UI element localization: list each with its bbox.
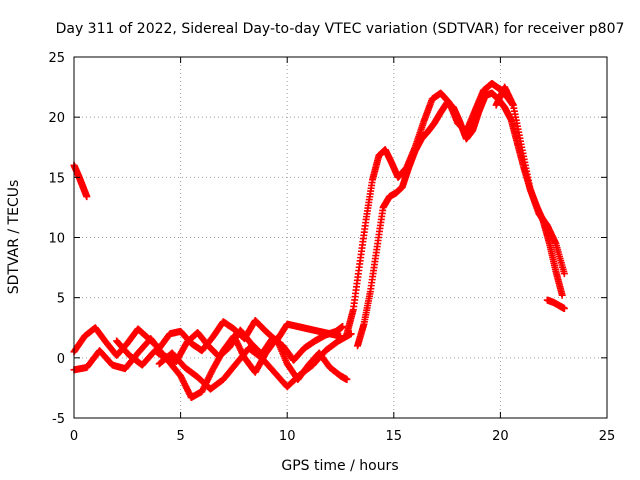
x-tick-label: 10 (279, 429, 296, 444)
x-tick-label: 25 (599, 429, 616, 444)
y-tick-label: -5 (52, 412, 65, 427)
x-tick-label: 0 (70, 429, 78, 444)
y-tick-label: 5 (57, 292, 65, 307)
series-track-g (354, 89, 566, 350)
grid (74, 57, 607, 418)
data-point (560, 270, 568, 278)
y-tick-label: 10 (48, 232, 65, 247)
series-track-i (543, 296, 568, 312)
x-tick-label: 15 (386, 429, 403, 444)
x-tick-labels: 0 5 10 15 20 25 (70, 429, 615, 444)
x-tick-label: 5 (176, 429, 184, 444)
y-axis-label: SDTVAR / TECUs (6, 180, 22, 295)
data-series (70, 79, 568, 402)
x-axis-label: GPS time / hours (281, 458, 398, 474)
series-track-h (492, 83, 568, 278)
series-track-e (155, 330, 355, 393)
plot-frame (73, 56, 608, 419)
data-point (339, 323, 347, 331)
series-track-b (70, 317, 344, 359)
series-track-a (70, 161, 91, 201)
chart-title: Day 311 of 2022, Sidereal Day-to-day VTE… (56, 21, 625, 37)
data-point (560, 304, 568, 312)
data-point (558, 291, 566, 299)
y-tick-label: 25 (48, 51, 65, 66)
y-tick-label: 20 (48, 111, 65, 126)
data-point (83, 193, 91, 201)
y-tick-labels: -5 0 5 10 15 20 25 (48, 51, 65, 427)
x-tick-label: 20 (492, 429, 509, 444)
y-tick-label: 0 (57, 352, 65, 367)
y-tick-label: 15 (48, 171, 65, 186)
axis-ticks (73, 56, 608, 419)
data-point (343, 375, 351, 383)
